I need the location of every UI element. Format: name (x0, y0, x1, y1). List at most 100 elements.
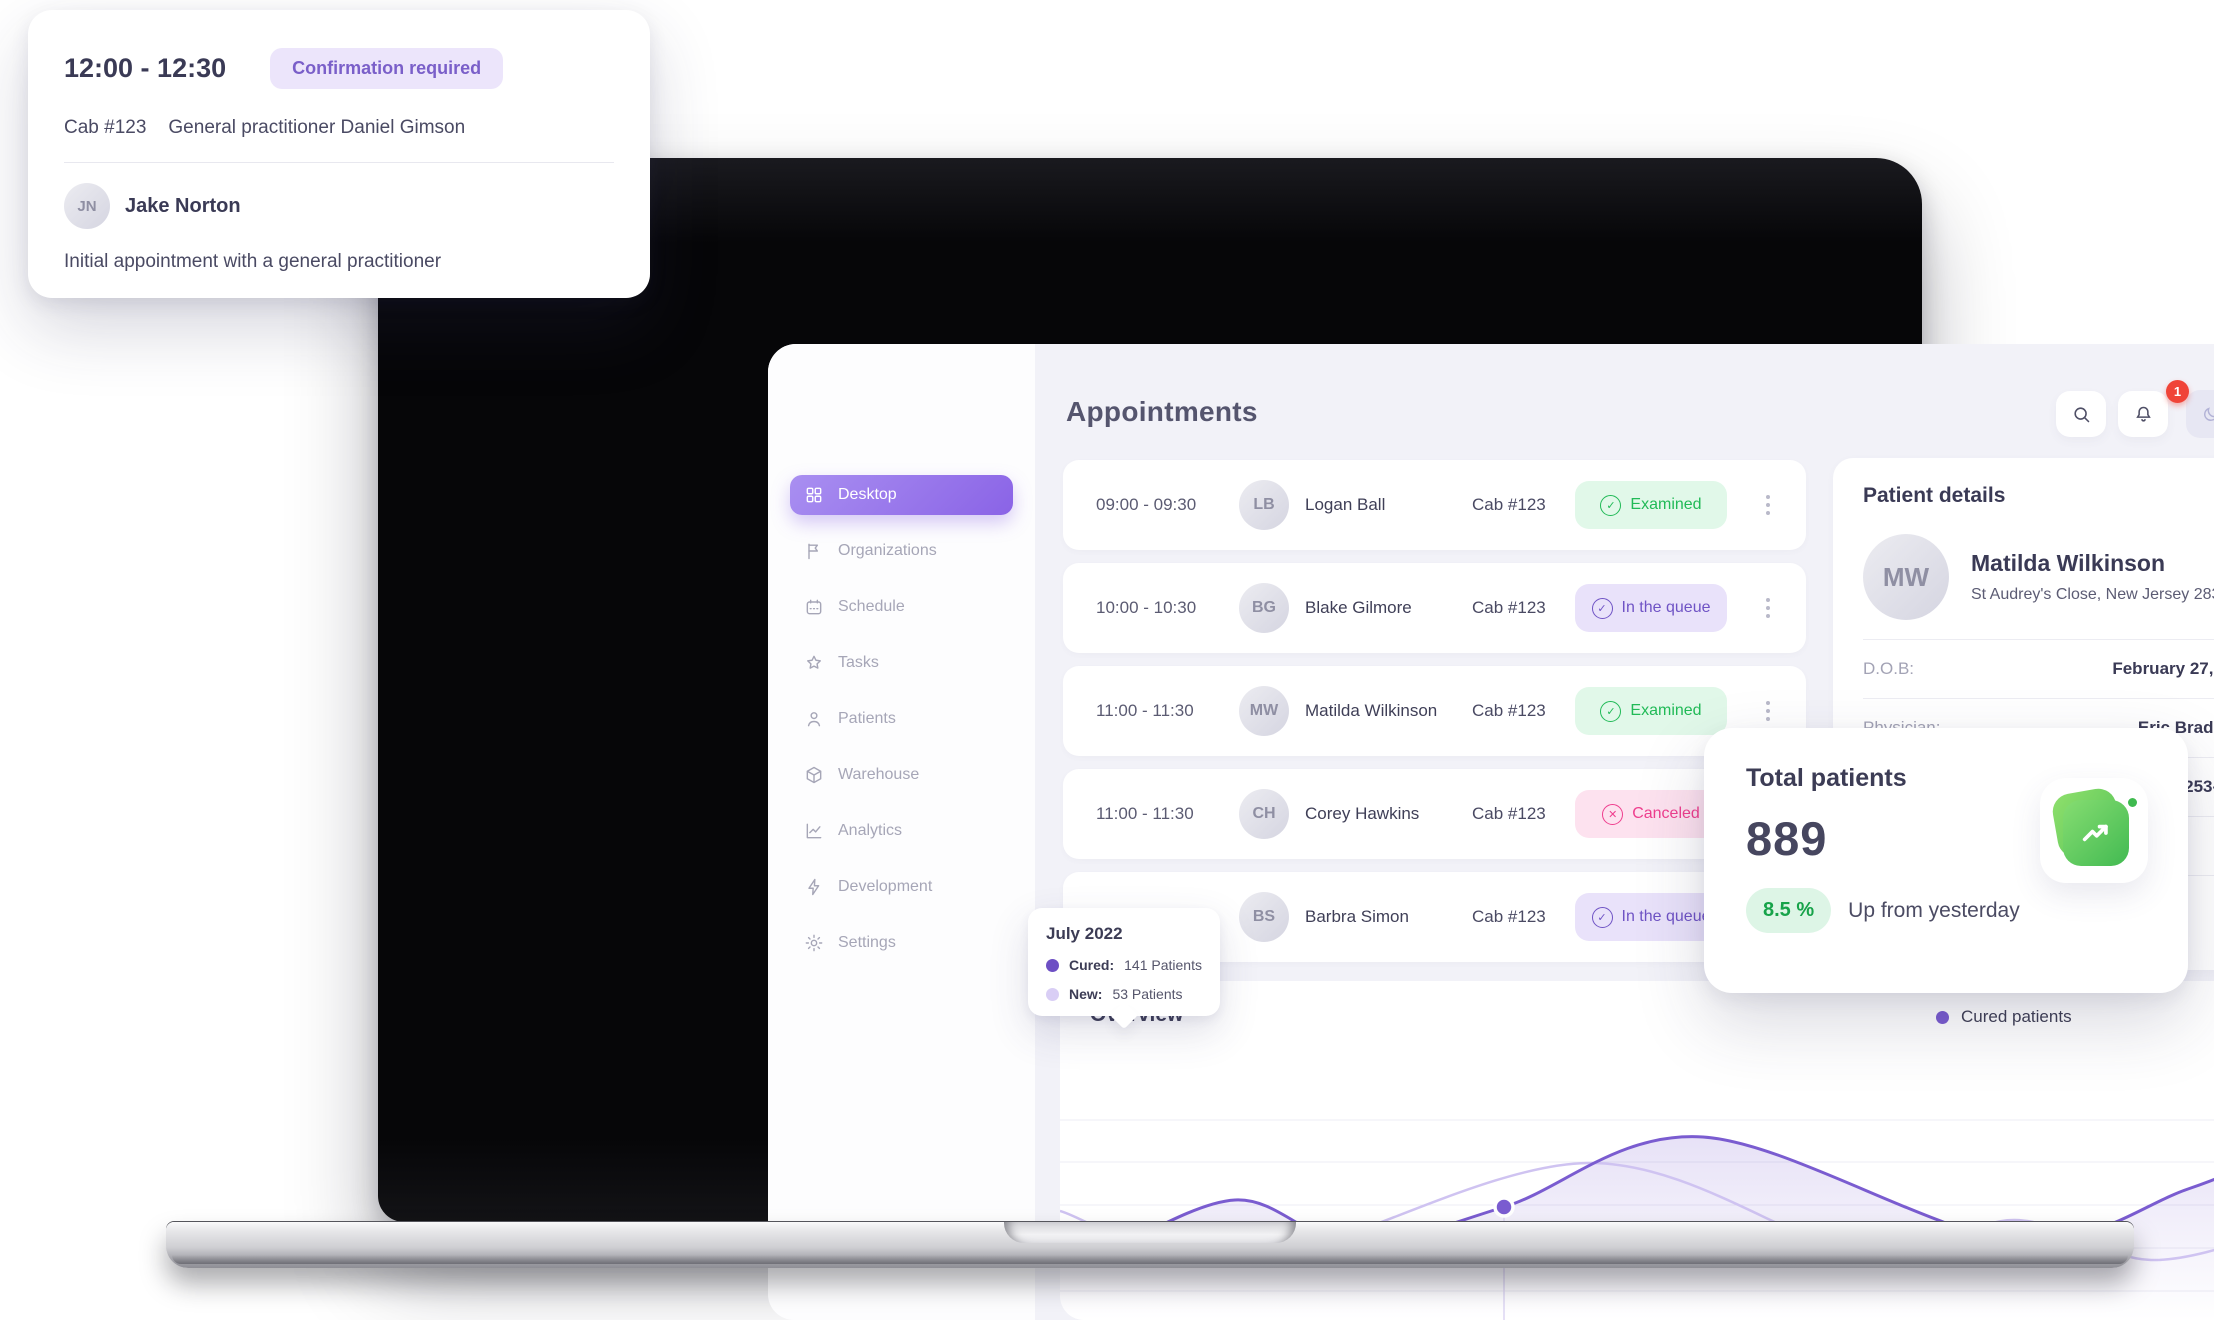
patient-detail-name: Matilda Wilkinson (1971, 550, 2214, 577)
status-label: In the queue (1622, 599, 1711, 617)
sidebar-item-tasks[interactable]: Tasks (790, 643, 1013, 683)
sidebar-item-label: Organizations (838, 542, 937, 560)
sidebar-item-label: Desktop (838, 486, 897, 504)
bell-icon (2133, 404, 2154, 425)
calendar-icon (804, 597, 824, 617)
patient-avatar: BG (1239, 583, 1289, 633)
patient-address: St Audrey's Close, New Jersey 28333 (1971, 586, 2214, 604)
status-dot (2128, 798, 2137, 807)
practitioner-name: General practitioner Daniel Gimson (168, 117, 465, 139)
patient-avatar: JN (64, 183, 110, 229)
status-icon: ✓ (1592, 598, 1613, 619)
sidebar-item-warehouse[interactable]: Warehouse (790, 755, 1013, 795)
cab-number: Cab #123 (1472, 598, 1568, 618)
sidebar-item-patients[interactable]: Patients (790, 699, 1013, 739)
sidebar-item-settings[interactable]: Settings (790, 923, 1013, 963)
status-icon: ✕ (1602, 804, 1623, 825)
sidebar-item-desktop[interactable]: Desktop (790, 475, 1013, 515)
patient-name: Matilda Wilkinson (1305, 701, 1465, 721)
appointment-row[interactable]: 10:00 - 10:30 BG Blake Gilmore Cab #123 … (1063, 563, 1806, 653)
sidebar-item-organizations[interactable]: Organizations (790, 531, 1013, 571)
status-label: Examined (1630, 702, 1701, 720)
appointment-row[interactable]: 11:00 - 11:30 MW Matilda Wilkinson Cab #… (1063, 666, 1806, 756)
grid-icon (804, 485, 824, 505)
delta-note: Up from yesterday (1848, 899, 2020, 923)
cured-dot-icon (1046, 959, 1059, 972)
notifications-button[interactable] (2118, 391, 2168, 437)
moon-icon (2201, 405, 2214, 424)
status-icon: ✓ (1600, 495, 1621, 516)
appointment-row[interactable]: 11:00 - 11:30 CH Corey Hawkins Cab #123 … (1063, 769, 1806, 859)
sidebar-item-schedule[interactable]: Schedule (790, 587, 1013, 627)
cab-number: Cab #123 (1472, 804, 1568, 824)
star-icon (804, 653, 824, 673)
patient-avatar: LB (1239, 480, 1289, 530)
tooltip-row-new: New: 53 Patients (1046, 986, 1202, 1002)
chart-tooltip: July 2022 Cured: 141 Patients New: 53 Pa… (1028, 908, 1220, 1016)
sidebar-item-label: Development (838, 878, 932, 896)
cab-number: Cab #123 (1472, 701, 1568, 721)
total-patients-card: Total patients 889 8.5 % Up from yesterd… (1704, 728, 2188, 993)
laptop-base (166, 1222, 2134, 1268)
patient-name: Jake Norton (125, 195, 241, 218)
patient-name: Corey Hawkins (1305, 804, 1465, 824)
tooltip-row-cured: Cured: 141 Patients (1046, 957, 1202, 973)
box-icon (804, 765, 824, 785)
panel-title: Patient details (1863, 484, 2214, 508)
divider (64, 162, 614, 163)
row-menu-button[interactable] (1760, 695, 1776, 727)
gear-icon (804, 933, 824, 953)
sidebar-item-analytics[interactable]: Analytics (790, 811, 1013, 851)
status-label: Canceled (1632, 805, 1700, 823)
patient-avatar: BS (1239, 892, 1289, 942)
sidebar: Desktop Organizations Schedule Tasks Pat… (768, 344, 1035, 1320)
row-menu-button[interactable] (1760, 592, 1776, 624)
appointment-row[interactable]: 09:00 - 09:30 LB Logan Ball Cab #123 ✓ E… (1063, 460, 1806, 550)
laptop-notch (1004, 1222, 1296, 1243)
field-dob: D.O.B: February 27, 1990 (1863, 640, 2214, 699)
notification-count-badge: 1 (2166, 380, 2189, 403)
overview-panel: Overview Cured patients (1060, 981, 2214, 1320)
appointment-time: 10:00 - 10:30 (1096, 598, 1239, 618)
patient-name: Barbra Simon (1305, 907, 1465, 927)
dark-mode-option[interactable] (2191, 395, 2214, 433)
appointment-time: 09:00 - 09:30 (1096, 495, 1239, 515)
theme-toggle[interactable] (2186, 390, 2214, 438)
status-icon: ✓ (1592, 907, 1613, 928)
status-badge: ✓ Examined (1575, 687, 1727, 735)
flag-icon (804, 541, 824, 561)
laptop-lid: Desktop Organizations Schedule Tasks Pat… (378, 158, 1922, 1222)
person-icon (804, 709, 824, 729)
status-label: In the queue (1622, 908, 1711, 926)
status-badge: ✓ Examined (1575, 481, 1727, 529)
search-icon (2071, 404, 2092, 425)
appointment-time: 11:00 - 11:30 (1096, 804, 1239, 824)
legend-label: Cured patients (1961, 1007, 2072, 1027)
trend-icon-card (2040, 778, 2148, 883)
cab-number: Cab #123 (1472, 907, 1568, 927)
patients-line-chart (1060, 1108, 2214, 1320)
patient-name: Blake Gilmore (1305, 598, 1465, 618)
new-dot-icon (1046, 988, 1059, 1001)
patient-photo: MW (1863, 534, 1949, 620)
sidebar-item-development[interactable]: Development (790, 867, 1013, 907)
patient-avatar: CH (1239, 789, 1289, 839)
tooltip-title: July 2022 (1046, 924, 1202, 944)
appointment-time: 11:00 - 11:30 (1096, 701, 1239, 721)
search-button[interactable] (2056, 391, 2106, 437)
patient-name: Logan Ball (1305, 495, 1465, 515)
chart-icon (804, 821, 824, 841)
lightning-icon (804, 877, 824, 897)
page-title: Appointments (1066, 396, 1258, 428)
chart-legend: Cured patients (1936, 1007, 2072, 1027)
sidebar-item-label: Analytics (838, 822, 902, 840)
delta-badge: 8.5 % (1746, 888, 1831, 933)
row-menu-button[interactable] (1760, 489, 1776, 521)
status-label: Examined (1630, 496, 1701, 514)
sidebar-item-label: Patients (838, 710, 896, 728)
sidebar-item-label: Settings (838, 934, 896, 952)
appointment-time-range: 12:00 - 12:30 (64, 53, 226, 84)
cab-number: Cab #123 (1472, 495, 1568, 515)
status-badge: ✓ In the queue (1575, 584, 1727, 632)
sidebar-item-label: Warehouse (838, 766, 919, 784)
